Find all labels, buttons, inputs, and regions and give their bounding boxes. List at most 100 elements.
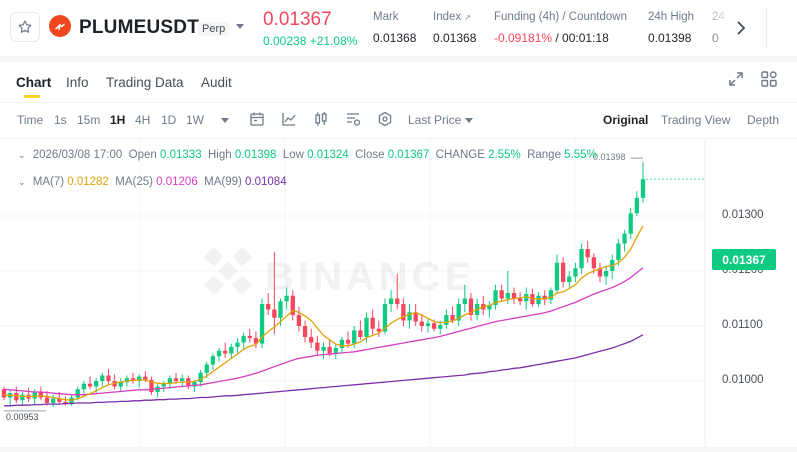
candle-body [284, 295, 289, 302]
candle-body [75, 389, 80, 398]
ohlc-legend: ⌄ 2026/03/08 17:00 Open 0.01333 High 0.0… [18, 149, 597, 161]
time-label[interactable]: Time [17, 113, 44, 127]
interval-dropdown-chevron-icon[interactable] [221, 118, 229, 123]
candle-body [124, 378, 130, 383]
tab-chart[interactable]: Chart [16, 75, 52, 90]
interval-1w[interactable]: 1W [186, 113, 204, 127]
candle-body [302, 326, 308, 337]
candle-body [487, 305, 492, 310]
candle-body [173, 378, 179, 381]
candle-body [640, 179, 646, 198]
chart-panel: Chart Info Trading Data Audit Time 1s 15… [0, 62, 797, 447]
price-type-select[interactable]: Last Price [408, 113, 462, 127]
candle-date: 2026/03/08 17:00 [32, 149, 123, 161]
contract-type-badge: Perp [198, 22, 230, 36]
ma7-value: 0.01282 [67, 176, 109, 188]
interval-1s[interactable]: 1s [54, 113, 67, 127]
candle-body [567, 276, 572, 282]
range-label: Range [527, 149, 561, 161]
interval-1d[interactable]: 1D [161, 113, 177, 127]
candle-body [192, 382, 197, 387]
view-depth[interactable]: Depth [747, 113, 780, 127]
candle-body [106, 375, 111, 381]
ma7-label: MA(7) [32, 176, 65, 188]
interval-4h[interactable]: 4H [135, 113, 151, 127]
candle-body [87, 383, 93, 387]
mark-price-stat: Mark 0.01368 [373, 11, 416, 45]
tab-audit[interactable]: Audit [201, 75, 232, 90]
close-value: 0.01367 [387, 149, 430, 161]
candle-body [229, 346, 234, 354]
candle-body [315, 342, 320, 351]
interval-1h[interactable]: 1H [110, 113, 126, 127]
candle-body [634, 197, 640, 214]
active-tab-indicator [24, 95, 40, 98]
high-24h-value: 0.01398 [648, 31, 692, 45]
candle-body [462, 298, 467, 304]
chart-canvas[interactable]: BINANCE 0.01398 0.00953 [0, 139, 797, 447]
low-marker-label: 0.00953 [6, 412, 39, 422]
interval-15m[interactable]: 15m [77, 113, 101, 127]
price-change: 0.00238 +21.08% [263, 34, 358, 48]
price-type-chevron-icon[interactable] [465, 118, 473, 123]
candle-body [38, 392, 44, 398]
candle-body [20, 394, 25, 401]
chart-settings-icon[interactable] [345, 111, 361, 127]
layout-grid-icon[interactable] [760, 70, 778, 88]
candle-body [204, 364, 209, 373]
funding-stat: Funding (4h) / Countdown -0.09181% / 00:… [494, 11, 627, 45]
funding-label: Funding (4h) / Countdown [494, 11, 627, 23]
funding-countdown: / 00:01:18 [555, 31, 609, 45]
open-label: Open [128, 149, 157, 161]
high-value: 0.01398 [234, 149, 277, 161]
last-price: 0.01367 [263, 9, 332, 30]
candle-body [560, 262, 566, 282]
calendar-icon[interactable] [249, 111, 265, 127]
chevron-right-icon[interactable] [730, 17, 752, 39]
candle-body [542, 295, 547, 300]
candle-body [407, 312, 412, 321]
favorite-star-icon[interactable] [10, 12, 40, 42]
legend-collapse-chevron-icon[interactable]: ⌄ [18, 150, 26, 160]
candle-body [223, 350, 228, 354]
ma99-value: 0.01084 [245, 176, 287, 188]
candle-body [321, 346, 326, 351]
symbol-name[interactable]: PLUMEUSDT [79, 17, 200, 38]
candle-body [499, 290, 504, 299]
funding-rate: -0.09181% [494, 31, 553, 45]
candle-body [247, 335, 252, 339]
high-24h-label: 24h High [648, 11, 695, 23]
candle-body [511, 293, 517, 299]
tab-info[interactable]: Info [66, 75, 89, 90]
drawing-tools-icon[interactable] [377, 111, 393, 127]
indicator-line-icon[interactable] [281, 111, 297, 127]
range-value: 5.55% [564, 149, 597, 161]
ma-legend-chevron-icon[interactable]: ⌄ [18, 177, 26, 187]
candlestick-chart[interactable]: BINANCE 0.01398 0.00953 ⌄ 2026/03/08 17:0… [0, 139, 797, 447]
ma25-label: MA(25) [115, 176, 153, 188]
candle-body [44, 397, 50, 403]
candle-body [444, 315, 449, 325]
tab-trading-data[interactable]: Trading Data [106, 75, 184, 90]
index-price-stat[interactable]: Index ↗ 0.01368 [433, 11, 476, 45]
candle-body [32, 392, 37, 399]
y-tick-label: 0.01100 [722, 319, 763, 331]
candle-body [395, 298, 400, 304]
svg-text:BINANCE: BINANCE [265, 255, 475, 299]
candle-body [51, 398, 56, 403]
current-price-tag: 0.01367 [712, 249, 776, 270]
candle-body [137, 376, 142, 381]
candle-type-icon[interactable] [313, 111, 329, 127]
symbol-dropdown-chevron-icon[interactable] [236, 24, 244, 29]
candle-body [241, 335, 246, 343]
expand-icon[interactable] [727, 70, 745, 88]
view-trading-view[interactable]: Trading View [661, 113, 731, 127]
candle-body [180, 378, 185, 381]
candle-body [431, 323, 437, 329]
close-label: Close [355, 149, 385, 161]
view-original[interactable]: Original [603, 113, 649, 127]
ma25-line [3, 267, 644, 396]
ma-legend: ⌄ MA(7) 0.01282 MA(25) 0.01206 MA(99) 0.… [18, 176, 287, 188]
candle-body [1, 389, 7, 398]
candle-body [81, 383, 87, 390]
